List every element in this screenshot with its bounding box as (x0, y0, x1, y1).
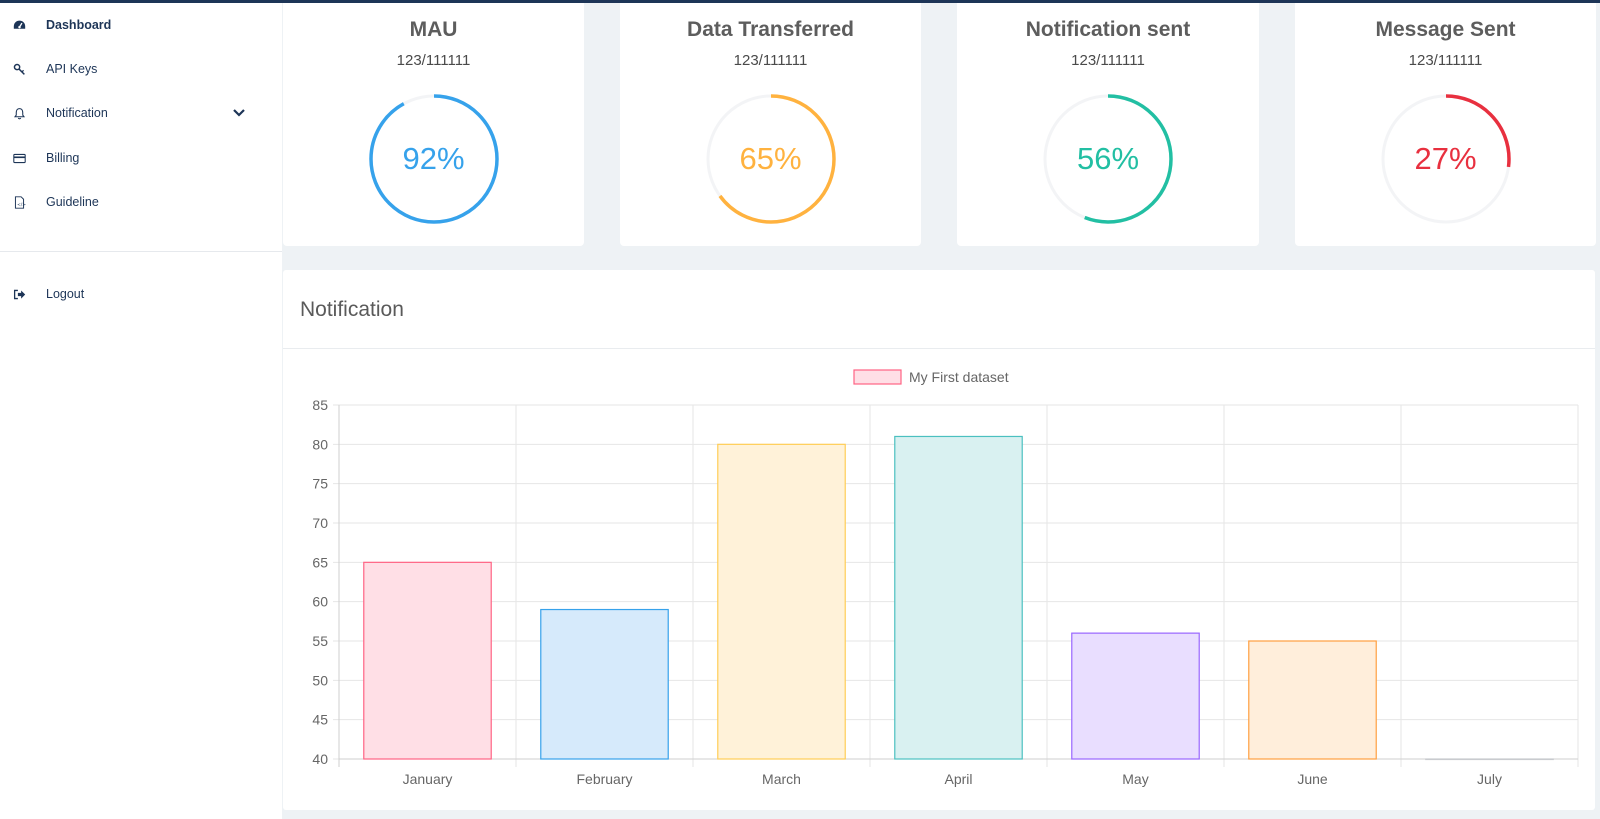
bar-june[interactable] (1248, 640, 1377, 760)
dashboard-icon (11, 17, 27, 33)
sidebar-divider (0, 251, 282, 252)
x-tick-label: March (762, 771, 801, 787)
progress-ring (705, 94, 836, 224)
y-tick-label: 75 (312, 476, 328, 492)
card-title: Notification sent (1025, 18, 1191, 41)
sidebar-item-label: API Keys (46, 62, 98, 76)
card-percent: 65% (739, 141, 802, 176)
x-tick-label: June (1297, 771, 1328, 787)
card-title: Message Sent (1375, 18, 1516, 41)
credit-card-icon (11, 150, 27, 166)
card-percent: 92% (402, 141, 465, 176)
y-tick-label: 65 (312, 554, 328, 570)
sidebar-item-label: Guideline (46, 195, 99, 209)
y-tick-label: 80 (312, 436, 328, 452)
bar-february[interactable] (540, 608, 669, 760)
progress-ring (368, 94, 499, 224)
x-tick-label: February (576, 771, 632, 787)
y-tick-label: 55 (312, 633, 328, 649)
bell-icon (11, 105, 27, 121)
chart-legend[interactable]: My First dataset (853, 369, 1009, 385)
stat-card-data-transferred: Data Transferred 123/111111 65% (620, 3, 921, 246)
key-icon (11, 61, 27, 77)
logout-label: Logout (46, 287, 85, 301)
card-usage: 123/111111 (1071, 52, 1145, 69)
logout-button[interactable]: Logout (0, 276, 282, 312)
bar-july[interactable] (1425, 758, 1554, 761)
sidebar-item-notification[interactable]: Notification (0, 95, 282, 131)
card-usage: 123/111111 (733, 52, 808, 69)
x-tick-label: April (944, 771, 972, 787)
progress-ring (1380, 94, 1511, 224)
x-tick-label: July (1477, 771, 1502, 787)
panel-title: Notification (300, 298, 404, 321)
progress-arc (368, 94, 499, 224)
sidebar-item-dashboard[interactable]: Dashboard (0, 7, 282, 43)
bar-january[interactable] (363, 561, 492, 760)
stat-card-message-sent: Message Sent 123/111111 27% (1295, 3, 1596, 246)
legend-swatch (853, 369, 902, 385)
progress-arc (1380, 94, 1511, 224)
sidebar-item-billing[interactable]: Billing (0, 140, 282, 176)
panel-header: Notification (283, 270, 1595, 349)
x-tick-label: May (1122, 771, 1148, 787)
sidebar-item-label: Notification (46, 106, 108, 120)
legend-label: My First dataset (909, 369, 1009, 385)
sidebar: Dashboard API Keys Notification Billing … (0, 3, 282, 819)
sidebar-item-guideline[interactable]: </> Guideline (0, 184, 282, 220)
bar-april[interactable] (894, 435, 1023, 760)
y-tick-label: 60 (312, 594, 328, 610)
y-tick-label: 70 (312, 515, 328, 531)
notification-bar-chart: 40 45 50 55 60 65 70 75 80 85 January February March… (312, 369, 1579, 787)
card-title: Data Transferred (687, 18, 854, 41)
bar-may[interactable] (1071, 632, 1200, 760)
card-percent: 56% (1076, 141, 1140, 176)
y-tick-label: 50 (312, 672, 328, 688)
sidebar-item-label: Billing (46, 151, 80, 165)
svg-text:</>: </> (17, 201, 26, 207)
progress-ring (1043, 94, 1173, 224)
y-tick-label: 85 (312, 397, 328, 413)
notification-chart-panel: Notification 40 45 50 55 60 65 70 75 80 85 January… (283, 270, 1595, 810)
card-usage: 123/111111 (1408, 52, 1483, 69)
bar-march[interactable] (717, 443, 846, 760)
card-percent: 27% (1414, 141, 1477, 176)
document-icon: </> (11, 194, 27, 210)
y-tick-label: 40 (312, 751, 328, 767)
chevron-down-icon[interactable] (232, 107, 246, 119)
progress-arc (705, 94, 836, 224)
sidebar-item-label: Dashboard (46, 18, 112, 32)
card-title: MAU (409, 18, 458, 41)
stat-card-mau: MAU 123/111111 92% (283, 3, 584, 246)
card-usage: 123/111111 (396, 52, 471, 69)
x-tick-label: January (403, 771, 453, 787)
progress-arc (1043, 94, 1173, 224)
sidebar-item-api-keys[interactable]: API Keys (0, 51, 282, 87)
y-tick-label: 45 (312, 712, 328, 728)
logout-icon (11, 286, 27, 302)
stat-card-notification-sent: Notification sent 123/111111 56% (957, 3, 1259, 246)
top-accent-bar (0, 0, 1600, 3)
